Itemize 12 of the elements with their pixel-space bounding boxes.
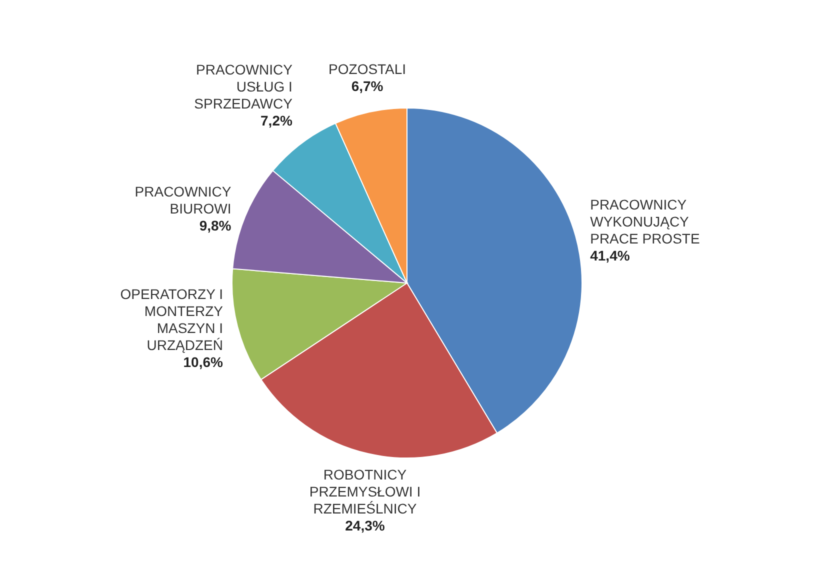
data-label: 6,7% [351,78,384,94]
data-label: 7,2% [260,112,293,128]
slice-label: OPERATORZY I MONTERZY MASZYN I URZĄDZEŃ [120,286,224,353]
slice-label: PRACOWNICY USŁUG I SPRZEDAWCY [194,61,294,112]
slice-label: PRACOWNICY WYKONUJĄCY PRACE PROSTE [590,196,700,246]
data-label: 9,8% [199,217,232,234]
slice-label: ROBOTNICY PRZEMYSŁOWI I RZEMIEŚLNICY [309,466,421,516]
data-label: 41,4% [590,247,630,264]
data-label: 24,3% [345,517,386,534]
data-label: 10,6% [183,354,224,370]
slice-label: POZOSTALI [328,61,406,78]
slice-label: PRACOWNICY BIUROWI [134,183,232,216]
